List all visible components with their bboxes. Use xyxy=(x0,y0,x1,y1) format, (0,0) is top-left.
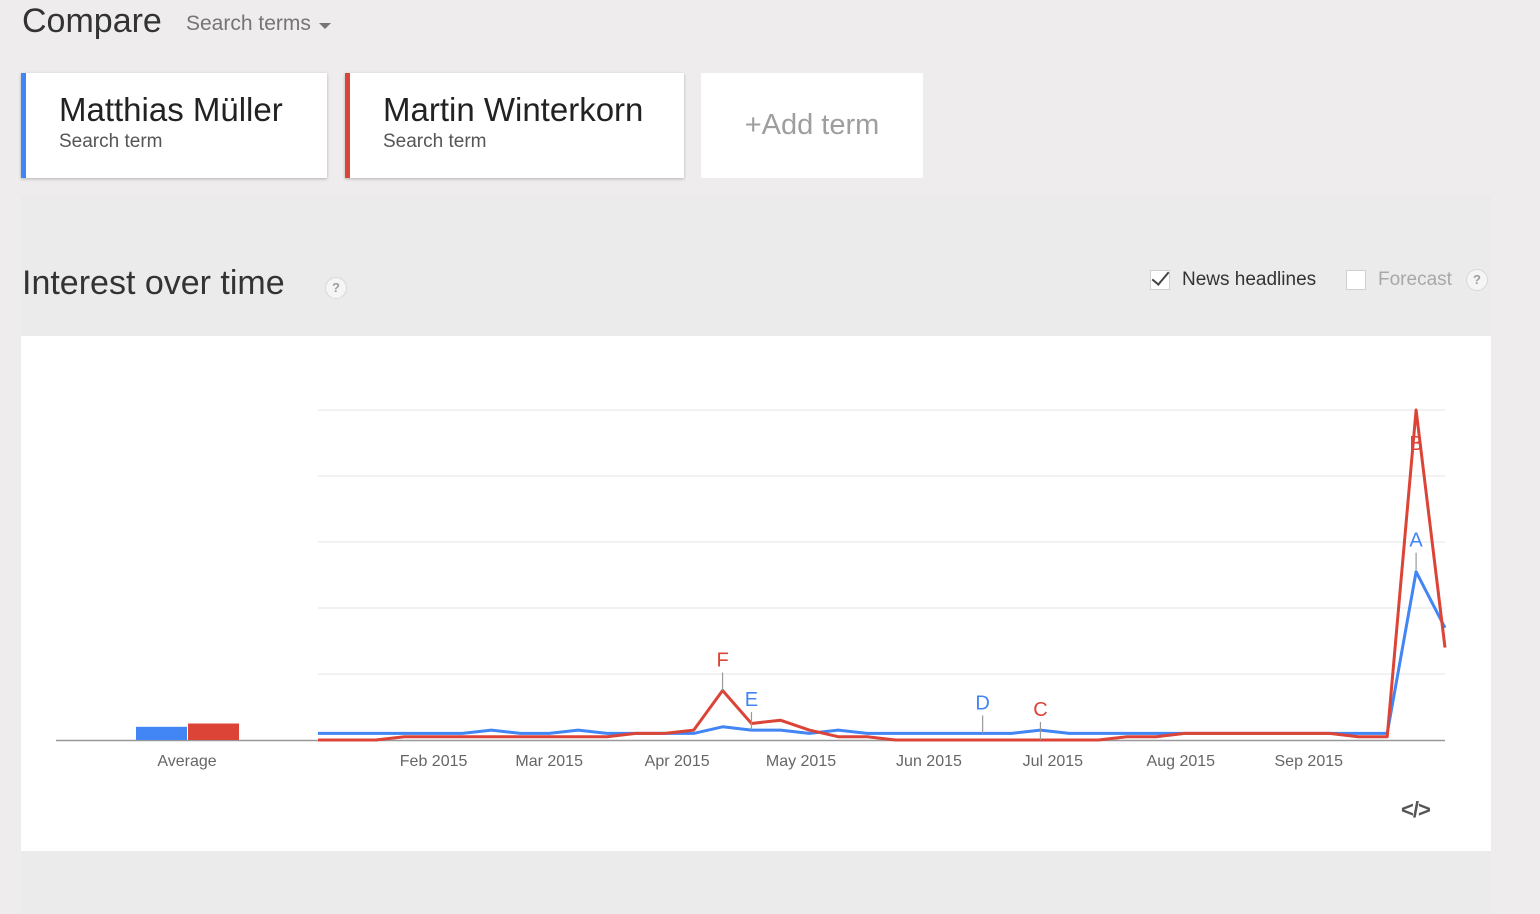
average-bar-2 xyxy=(188,723,239,740)
series-line-1 xyxy=(318,570,1447,735)
search-terms-dropdown-label: Search terms xyxy=(186,12,311,35)
x-tick-label: Sep 2015 xyxy=(1275,753,1344,770)
search-term-card-matthias-muller[interactable]: Matthias Müller Search term xyxy=(21,73,327,178)
checkmark-icon xyxy=(1151,267,1170,286)
x-tick-label: Jul 2015 xyxy=(1023,753,1084,770)
x-tick-label: Apr 2015 xyxy=(645,753,710,770)
news-marker-b: B xyxy=(1409,433,1422,455)
help-icon[interactable]: ? xyxy=(325,277,347,299)
interest-chart: Average Feb 2015 Mar 2015 Apr 2015 May 2015 J… xyxy=(21,336,1491,851)
news-marker-a: A xyxy=(1409,530,1423,552)
news-marker-e: E xyxy=(745,689,758,711)
search-term-type: Search term xyxy=(383,131,487,152)
average-bar-1 xyxy=(136,726,187,740)
search-term-name: Matthias Müller xyxy=(59,91,283,128)
news-headlines-checkbox[interactable] xyxy=(1150,267,1170,290)
add-term-button[interactable]: + Add term xyxy=(701,73,923,178)
news-marker-f: F xyxy=(716,650,728,672)
forecast-label[interactable]: Forecast xyxy=(1378,269,1452,290)
search-terms-dropdown[interactable]: Search terms xyxy=(186,12,331,36)
search-term-name: Martin Winterkorn xyxy=(383,91,644,128)
news-marker-d: D xyxy=(975,692,989,714)
add-term-label: Add term xyxy=(761,109,880,141)
average-label: Average xyxy=(157,753,216,770)
x-tick-label: Feb 2015 xyxy=(400,753,468,770)
forecast-checkbox[interactable] xyxy=(1346,270,1366,290)
news-marker-c: C xyxy=(1033,699,1047,721)
section-title: Interest over time xyxy=(22,264,285,302)
x-tick-label: Jun 2015 xyxy=(896,753,962,770)
series-line-2 xyxy=(318,408,1447,742)
search-term-type: Search term xyxy=(59,131,163,152)
page-title: Compare xyxy=(22,2,162,40)
caret-down-icon xyxy=(318,22,331,29)
x-tick-label: May 2015 xyxy=(766,753,836,770)
plus-icon: + xyxy=(744,109,762,141)
x-tick-label: Aug 2015 xyxy=(1147,753,1216,770)
chart-svg: Average Feb 2015 Mar 2015 Apr 2015 May 2015 J… xyxy=(56,408,1447,770)
x-tick-label: Mar 2015 xyxy=(515,753,583,770)
embed-code-icon[interactable]: </> xyxy=(1401,797,1431,822)
forecast-help-icon[interactable]: ? xyxy=(1466,269,1488,291)
search-term-card-martin-winterkorn[interactable]: Martin Winterkorn Search term xyxy=(345,73,684,178)
news-headlines-label[interactable]: News headlines xyxy=(1182,269,1317,290)
